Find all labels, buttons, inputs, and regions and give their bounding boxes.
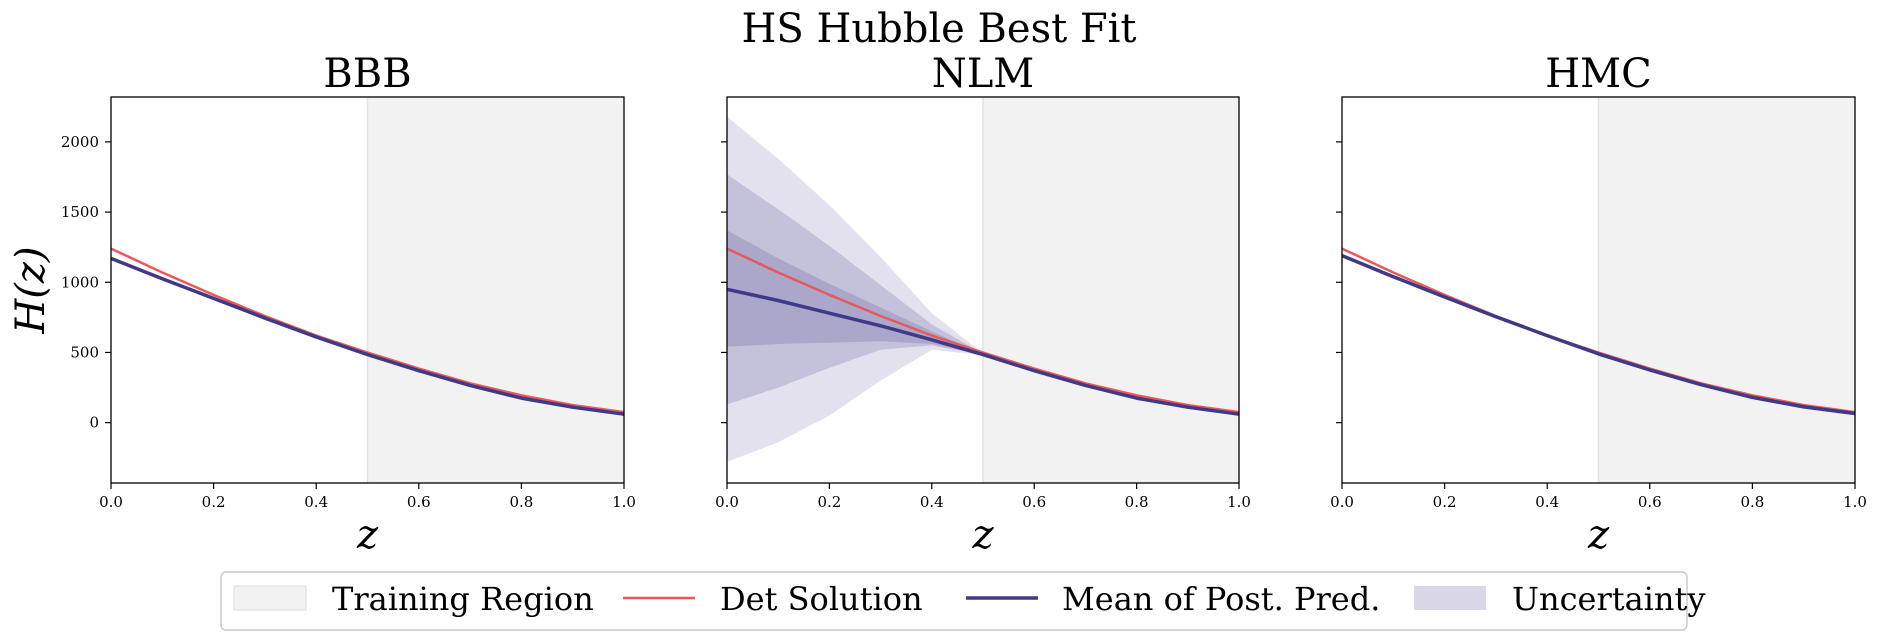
y-tick-label: 1000 (61, 273, 99, 291)
legend-label-mean: Mean of Post. Pred. (1062, 580, 1380, 618)
y-axis-label: H(z) (8, 246, 54, 334)
panel-nlm: 0.0 0.2 0.4 0.6 0.8 1.0 NLM z (715, 51, 1251, 558)
panel-title: HMC (1545, 51, 1651, 97)
x-tick-label: 1.0 (1227, 493, 1251, 511)
det-solution-line (110, 247, 625, 414)
panels: 0.0 0.2 0.4 0.6 0.8 1.0 0 500 1000 1500 2000 BBB z H(… (8, 51, 1867, 558)
legend-label-training: Training Region (332, 580, 594, 618)
training-region (983, 97, 1239, 483)
axes-frame (110, 96, 625, 484)
legend-label-det: Det Solution (720, 580, 923, 618)
x-tick-label: 0.0 (1330, 493, 1354, 511)
x-tick-label: 0.8 (509, 493, 533, 511)
legend-label-unc: Uncertainty (1512, 580, 1705, 618)
uncertainty-band-core (727, 230, 1239, 415)
x-tick-label: 0.4 (920, 493, 944, 511)
mean-post-pred-line (110, 256, 625, 416)
legend-swatch-unc (1414, 586, 1486, 610)
legend-swatch-training (233, 585, 307, 611)
axes-frame (1341, 96, 1856, 484)
x-tick-label: 0.4 (1535, 493, 1559, 511)
x-tick-label: 0.2 (1433, 493, 1457, 511)
y-tick-label: 2000 (61, 133, 99, 151)
x-tick-label: 1.0 (1843, 493, 1867, 511)
panel-title: BBB (323, 51, 411, 97)
y-tick-label: 1500 (61, 203, 99, 221)
x-tick-label: 0.2 (817, 493, 841, 511)
x-tick-label: 0.6 (407, 493, 431, 511)
training-region (1598, 97, 1855, 483)
mean-post-pred-line (726, 287, 1240, 416)
legend-frame (220, 571, 1688, 631)
x-tick-label: 0.8 (1740, 493, 1764, 511)
x-axis-label: z (971, 512, 994, 558)
x-tick-label: 0.8 (1125, 493, 1149, 511)
uncertainty-band-inner (727, 174, 1239, 415)
x-tick-label: 0.0 (99, 493, 123, 511)
uncertainty-band-outer (727, 116, 1239, 462)
det-solution-line (726, 247, 1240, 414)
figure-title: HS Hubble Best Fit (741, 6, 1136, 52)
panel-hmc: 0.0 0.2 0.4 0.6 0.8 1.0 HMC z (1330, 51, 1867, 558)
panel-bbb: 0.0 0.2 0.4 0.6 0.8 1.0 0 500 1000 1500 2000 BBB z H(… (8, 51, 636, 558)
x-axis-label: z (1587, 512, 1610, 558)
mean-post-pred-line (1341, 253, 1856, 416)
x-tick-label: 1.0 (612, 493, 636, 511)
training-region (367, 97, 624, 483)
x-tick-label: 0.6 (1022, 493, 1046, 511)
x-tick-label: 0.2 (202, 493, 226, 511)
x-tick-label: 0.4 (304, 493, 328, 511)
panel-title: NLM (932, 51, 1035, 97)
legend: Training Region Det Solution Mean of Pos… (220, 571, 1705, 631)
y-tick-label: 0 (89, 414, 99, 432)
y-tick-label: 500 (70, 343, 99, 361)
x-tick-label: 0.6 (1638, 493, 1662, 511)
axes-frame (726, 96, 1240, 484)
x-axis-label: z (356, 512, 379, 558)
x-tick-label: 0.0 (715, 493, 739, 511)
